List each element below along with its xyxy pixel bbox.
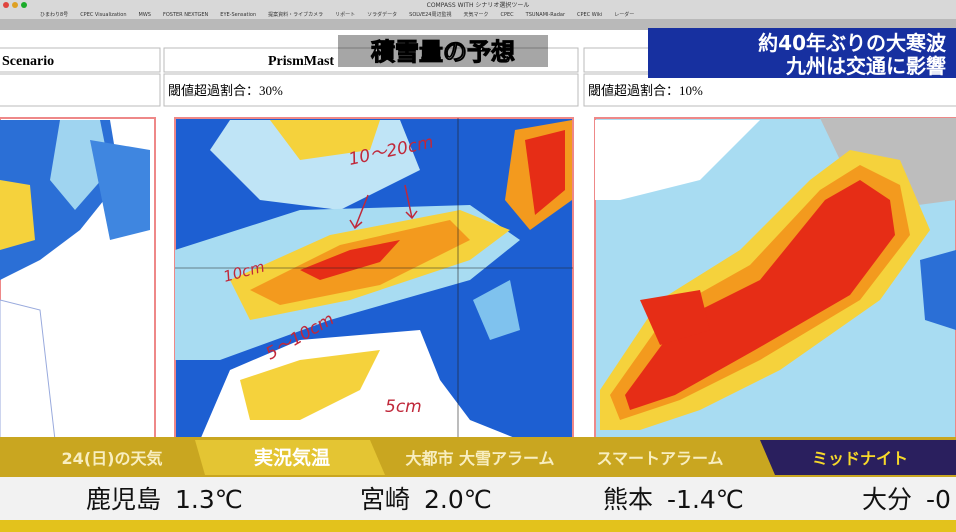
close-button[interactable]	[3, 2, 9, 8]
bookmark[interactable]: CPEC Visualization	[80, 12, 126, 18]
tab-label: 24(日)の天気	[62, 449, 163, 468]
bookmark[interactable]: リポート	[335, 11, 355, 18]
headline-box	[648, 28, 956, 78]
city-temp: 1.3℃	[175, 485, 243, 514]
tab-label: 実況気温	[254, 446, 330, 469]
bookmark[interactable]: CPEC Wiki	[577, 12, 602, 18]
zoom-button[interactable]	[21, 2, 27, 8]
tab-label: ミッドナイト	[812, 449, 908, 468]
bookmark[interactable]: ソラダデータ	[367, 11, 397, 18]
tab-labels: 24(日)の天気 実況気温 大都市 大雪アラーム スマートアラーム ミッドナイト	[62, 446, 908, 469]
column-header: Scenario	[2, 54, 54, 69]
annotation: 5cm	[385, 397, 422, 417]
map-left	[0, 117, 156, 441]
active-tab[interactable]	[195, 440, 385, 475]
bookmark[interactable]: 提案資料・ライブカメラ	[268, 11, 323, 18]
headline: 約40年ぶりの大寒波	[758, 31, 947, 55]
bookmark[interactable]: SOLVE24周辺監視	[409, 11, 451, 18]
temperature-list: 鹿児島 1.3℃ 宮崎 2.0℃ 熊本 -1.4℃ 大分 -0	[86, 485, 951, 514]
city-name: 宮崎	[360, 485, 410, 514]
bookmark[interactable]: TSUNAMI-Radar	[525, 12, 566, 18]
headline: 九州は交通に影響	[785, 54, 946, 78]
city-temp: -1.4℃	[667, 485, 744, 514]
tab-label: スマートアラーム	[596, 449, 723, 468]
city-name: 熊本	[603, 485, 653, 514]
bookmark-bar: ひまわり8号 CPEC Visualization MWS FOSTER NEXTGE…	[40, 11, 634, 18]
overlay-title: 積雪量の予想	[371, 38, 515, 66]
bookmark[interactable]: レーダー	[614, 11, 634, 18]
bookmark[interactable]: CPEC	[500, 12, 514, 18]
annotation-arrows	[349, 184, 418, 230]
bookmark[interactable]: FOSTER NEXTGEN	[163, 12, 209, 18]
ticker-stripe	[0, 520, 956, 532]
bookmark[interactable]: MWS	[139, 12, 151, 18]
city-temp: 2.0℃	[424, 485, 492, 514]
tab-highlight[interactable]	[760, 440, 956, 475]
city-temp: -0	[926, 485, 951, 514]
tab-strip	[0, 19, 956, 30]
map-middle	[174, 117, 574, 441]
tab-label: 大都市 大雪アラーム	[405, 449, 554, 468]
bookmark[interactable]: 天気マーク	[463, 11, 488, 18]
window-title: COMPASS WITH シナリオ選択ツール	[427, 1, 530, 9]
bookmark[interactable]: ひまわり8号	[40, 11, 68, 18]
map-right	[594, 117, 956, 441]
title-backdrop	[338, 35, 548, 67]
minimize-button[interactable]	[12, 2, 18, 8]
bookmark[interactable]: EYE-Sensation	[220, 12, 256, 18]
ticker-band	[0, 477, 956, 520]
threshold-label: 閾値超過割合：30%	[168, 83, 283, 98]
city-name: 大分	[862, 485, 912, 514]
city-name: 鹿児島	[86, 485, 161, 514]
column-header: PrismMast	[268, 54, 334, 69]
threshold-label: 閾値超過割合：10%	[588, 83, 703, 98]
